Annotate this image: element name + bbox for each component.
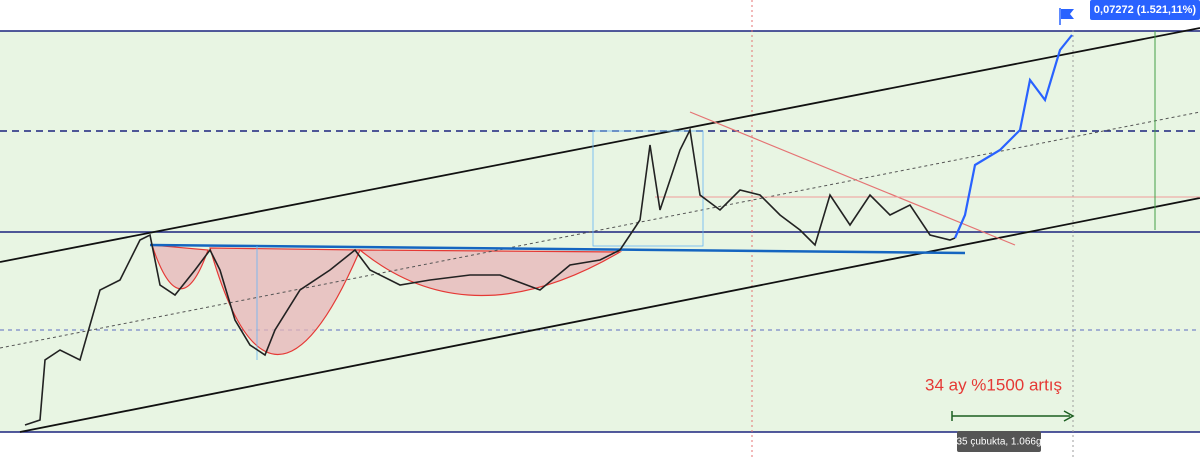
- neckline: [149, 243, 966, 255]
- arrow-head: [1063, 410, 1075, 422]
- price-path: [24, 127, 956, 426]
- flag: [1061, 9, 1074, 19]
- price-path-breakout: [953, 34, 1073, 239]
- measure-badge: [957, 431, 1041, 452]
- measure-text: 35 çubukta, 1.066g: [956, 437, 1041, 448]
- price-badge: [1090, 0, 1200, 20]
- channel-top: [0, 27, 1200, 263]
- channel-bottom: [19, 197, 1200, 433]
- annotation-text: 34 ay %1500 artış: [925, 375, 1062, 394]
- price-label: 0,07272 (1.521,11%): [1094, 4, 1196, 16]
- range-box: [592, 130, 704, 247]
